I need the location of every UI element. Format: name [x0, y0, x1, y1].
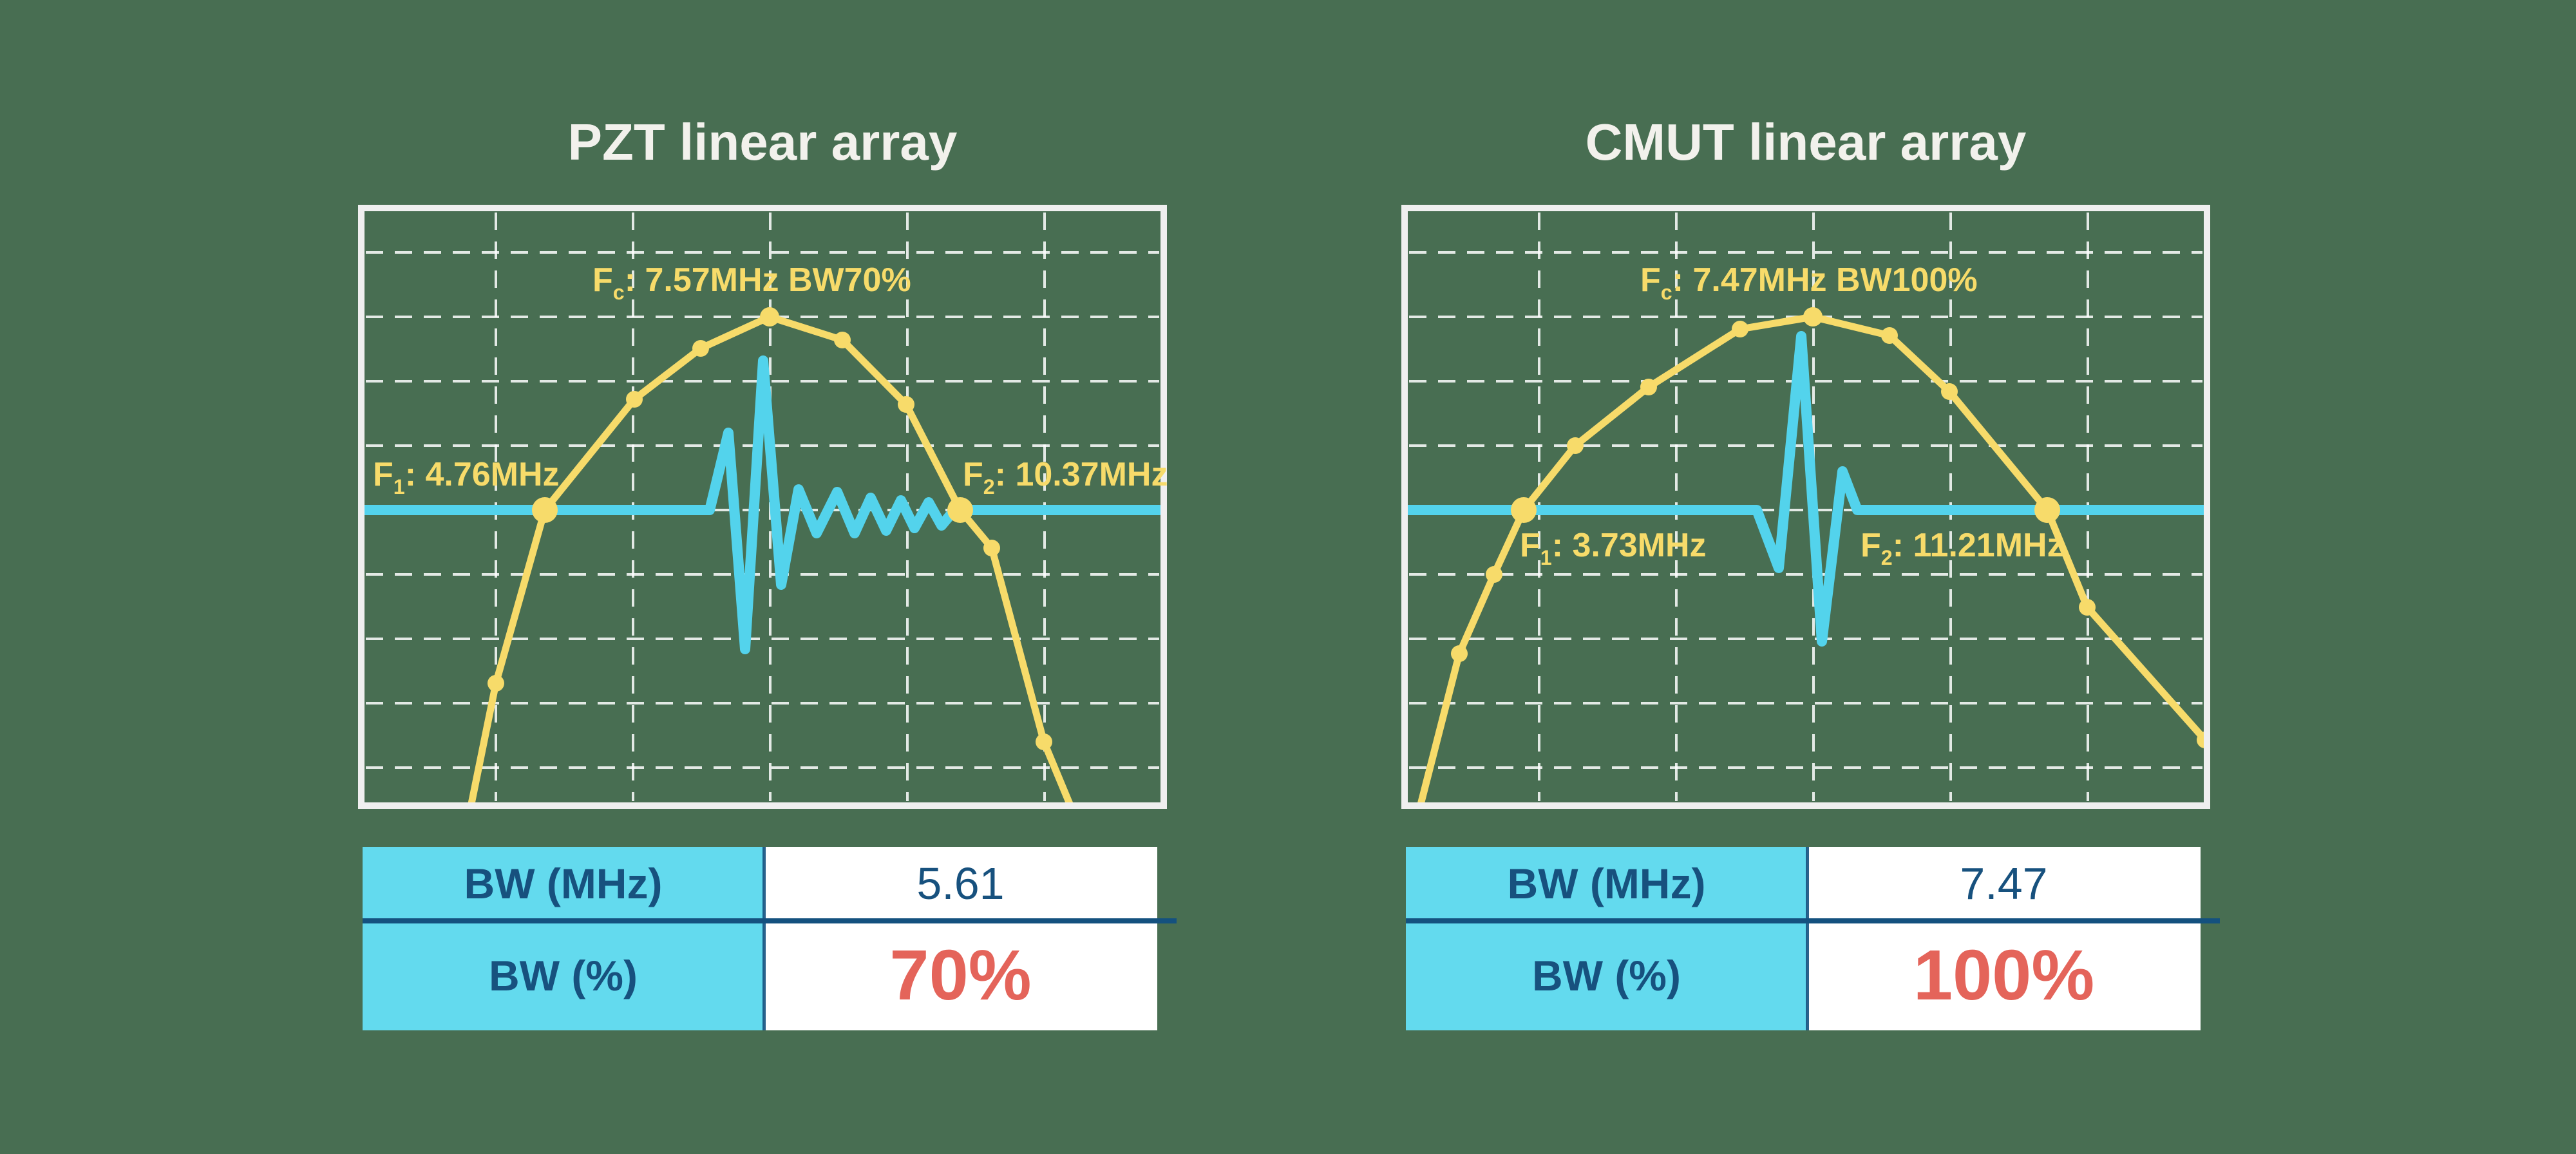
spectrum-curve — [467, 313, 1075, 809]
chart-title-pzt: PZT linear array — [567, 113, 958, 171]
chart-title-cmut: CMUT linear array — [1585, 113, 2027, 171]
marker-dot — [1451, 645, 1468, 662]
bw-pct-label: BW (%) — [363, 920, 764, 1030]
bw-mhz-value: 5.61 — [764, 847, 1157, 920]
chart-frame — [1401, 205, 2210, 809]
cmut-spectrum-chart — [1401, 205, 2210, 809]
bandwidth-crossing-dot — [1511, 497, 1537, 523]
marker-dot — [983, 540, 1000, 556]
marker-dot — [692, 340, 709, 357]
marker-dot — [2079, 599, 2096, 616]
table-row-divider — [363, 918, 1177, 923]
marker-dot — [1732, 321, 1748, 337]
pzt-spectrum-chart — [358, 205, 1167, 809]
peak-dot — [760, 307, 779, 326]
bw-mhz-value: 7.47 — [1807, 847, 2201, 920]
pulse-waveform — [1403, 331, 2208, 647]
marker-dot — [1486, 566, 1502, 583]
table-column-divider — [762, 847, 766, 1030]
marker-dot — [1036, 733, 1052, 750]
marker-dot — [1640, 379, 1657, 395]
bw-pct-value: 100% — [1807, 920, 2201, 1030]
bw-pct-value: 70% — [764, 920, 1157, 1030]
pulse-waveform — [359, 355, 1164, 654]
bw-table-pzt: BW (MHz) 5.61 BW (%) 70% — [363, 847, 1177, 1030]
marker-dot — [488, 675, 504, 692]
marker-dot — [898, 396, 914, 413]
marker-dot — [834, 332, 851, 348]
table-row-divider — [1406, 918, 2220, 923]
chart-frame — [358, 205, 1167, 809]
marker-dot — [1941, 383, 1958, 400]
bw-mhz-label: BW (MHz) — [363, 847, 764, 920]
bw-pct-label: BW (%) — [1406, 920, 1807, 1030]
bandwidth-crossing-dot — [947, 497, 973, 523]
marker-dot — [1881, 327, 1898, 344]
bw-table-cmut: BW (MHz) 7.47 BW (%) 100% — [1406, 847, 2220, 1030]
peak-dot — [1803, 307, 1823, 326]
bandwidth-crossing-dot — [532, 497, 558, 523]
bw-mhz-label: BW (MHz) — [1406, 847, 1807, 920]
bandwidth-crossing-dot — [2034, 497, 2060, 523]
marker-dot — [1567, 437, 1584, 454]
table-column-divider — [1806, 847, 1809, 1030]
marker-dot — [626, 391, 643, 408]
